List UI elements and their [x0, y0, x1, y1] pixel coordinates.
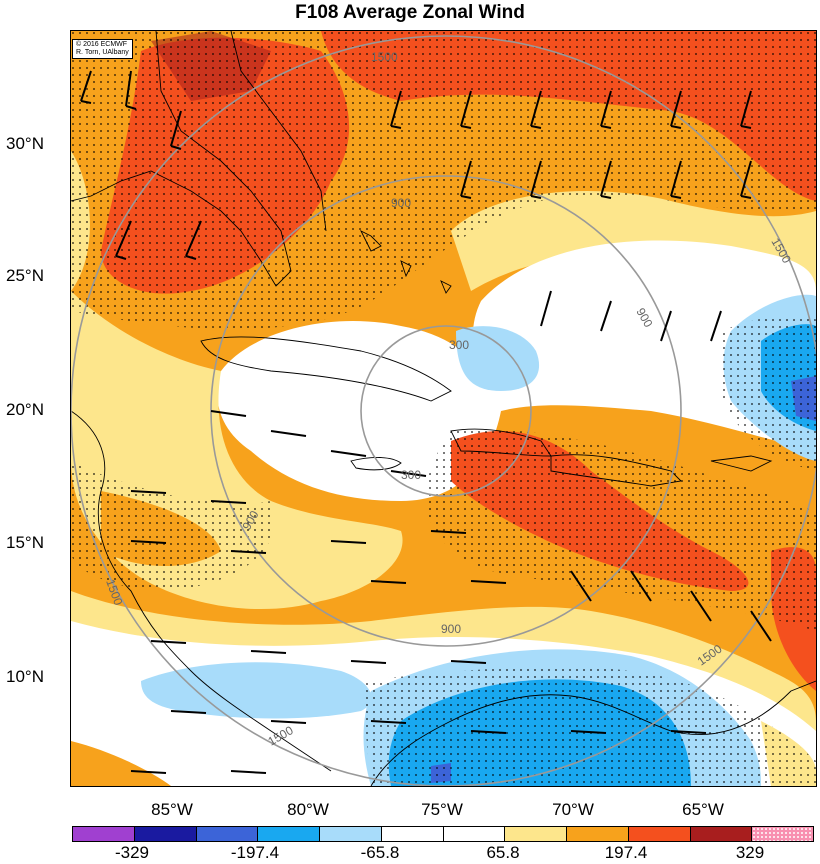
credit-line-2: R. Torn, UAlbany: [76, 49, 129, 56]
latitude-label: 20°N: [6, 400, 44, 419]
contour-label: 300: [401, 468, 421, 482]
colorbar-swatch: [73, 827, 135, 841]
colorbar-swatch: [443, 827, 506, 841]
colorbar-label: -197.4: [230, 843, 280, 862]
colorbar-label: 65.8: [486, 843, 520, 862]
colorbar-label: -329: [114, 843, 150, 862]
colorbar-label: -65.8: [360, 843, 400, 862]
zonal-wind-map: 300 300 900 900 900 900 1500 1500 1500 1…: [70, 30, 817, 787]
colorbar-swatch: [134, 827, 197, 841]
coastlines: [71, 31, 816, 786]
colorbar-swatch: [752, 827, 813, 841]
contour-label: 300: [449, 338, 469, 352]
map-title: F108 Average Zonal Wind: [295, 2, 525, 23]
significance-stipple-central: [425, 429, 816, 631]
contour-label: 1500: [371, 50, 398, 64]
latitude-label: 15°N: [6, 533, 44, 552]
colorbar-swatch: [567, 827, 629, 841]
colorbar-label: 197.4: [604, 843, 648, 862]
near-zero-region-central: [217, 321, 501, 501]
easterly-corner-southwest: [71, 741, 171, 786]
latitude-label: 10°N: [6, 667, 44, 686]
wind-barbs: [80, 70, 772, 774]
longitude-label: 75°W: [421, 800, 463, 819]
longitude-label: 80°W: [287, 800, 329, 819]
colorbar-swatch: [381, 827, 444, 841]
significance-stipple-west: [71, 461, 275, 591]
credit-line-1: © 2016 ECMWF: [76, 41, 128, 48]
colorbar-swatch: [320, 827, 382, 841]
colorbar-swatch: [628, 827, 691, 841]
longitude-label: 65°W: [682, 800, 724, 819]
westerly-region-central: [456, 326, 540, 391]
colorbar-swatch: [258, 827, 320, 841]
latitude-label: 30°N: [6, 134, 44, 153]
data-credit-box: © 2016 ECMWF R. Torn, UAlbany: [72, 39, 133, 59]
map-canvas: 300 300 900 900 900 900 1500 1500 1500 1…: [71, 31, 816, 786]
colorbar-swatch: [196, 827, 259, 841]
westerly-region-southwest: [141, 662, 372, 719]
colorbar-swatch: [505, 827, 567, 841]
latitude-label: 25°N: [6, 266, 44, 285]
longitude-label: 85°W: [151, 800, 193, 819]
colorbar: [72, 826, 814, 842]
contour-label: 900: [391, 196, 411, 210]
significance-stipple-east: [721, 314, 816, 471]
significance-stipple-south: [361, 666, 816, 786]
colorbar-swatch: [690, 827, 753, 841]
contour-label: 900: [441, 622, 461, 636]
longitude-label: 70°W: [552, 800, 594, 819]
colorbar-label: 329: [735, 843, 765, 862]
